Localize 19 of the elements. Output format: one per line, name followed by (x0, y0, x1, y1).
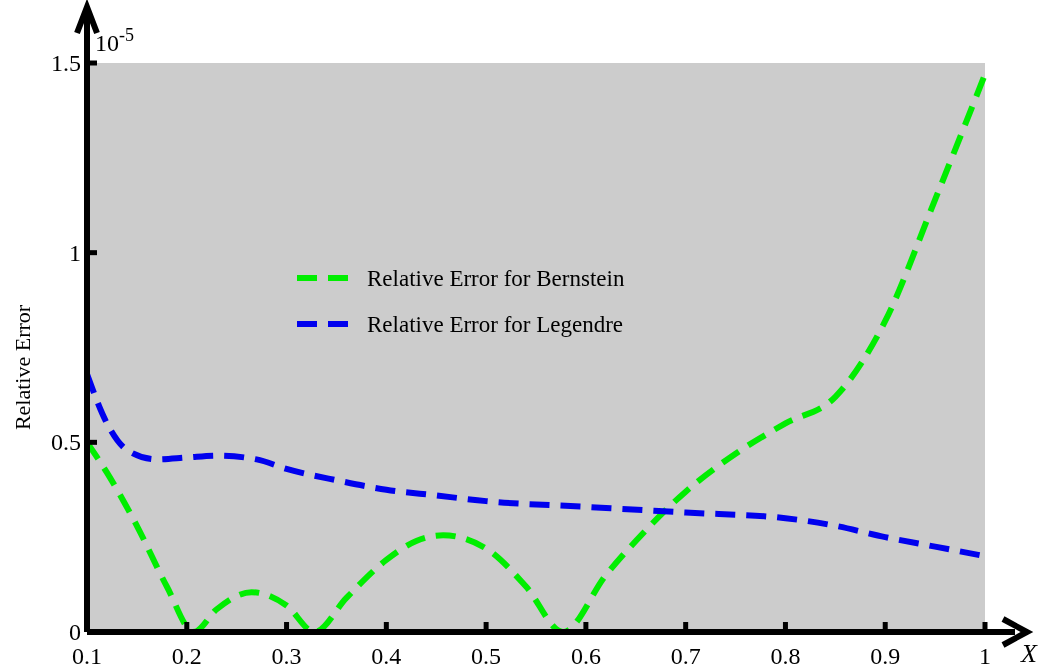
text: 10$^{-5}$ (95, 25, 134, 56)
x-tick-label: 0.7 (670, 643, 701, 669)
x-tick-label: 0.9 (870, 643, 901, 669)
y-tick-label: 1.5 (51, 50, 81, 76)
x-tick-label: 0.3 (271, 643, 302, 669)
x-tick-label: 0.4 (371, 643, 402, 669)
legend-label: Relative Error for Bernstein (367, 266, 625, 291)
x-tick-label: 0.6 (570, 643, 601, 669)
x-axis-title: X (1020, 639, 1038, 668)
x-tick-label: 0.5 (471, 643, 502, 669)
y-tick-label: 0.5 (51, 429, 81, 456)
x-tick-label: 0.8 (770, 643, 801, 669)
y-tick-label: 1 (69, 239, 81, 266)
legend-label: Relative Error for Legendre (367, 312, 624, 337)
x-tick-label: 0.2 (171, 643, 202, 669)
y-tick-label: 0 (69, 619, 81, 645)
x-tick-label: 0.1 (72, 643, 102, 669)
x-tick-label: 1 (979, 643, 991, 669)
y-axis-title: Relative Error (10, 304, 35, 431)
